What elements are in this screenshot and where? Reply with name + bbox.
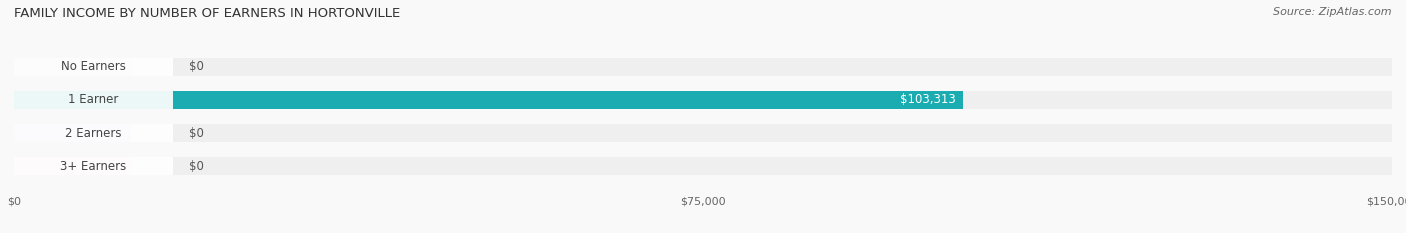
Bar xyxy=(14,58,1392,76)
Bar xyxy=(14,91,1392,109)
Text: 1 Earner: 1 Earner xyxy=(67,93,118,106)
Bar xyxy=(14,58,173,76)
Bar xyxy=(14,58,131,76)
Bar xyxy=(14,157,131,175)
Bar xyxy=(14,91,173,109)
Text: Source: ZipAtlas.com: Source: ZipAtlas.com xyxy=(1274,7,1392,17)
Bar xyxy=(14,157,173,175)
Text: No Earners: No Earners xyxy=(60,60,125,73)
Bar xyxy=(14,124,131,142)
Text: 2 Earners: 2 Earners xyxy=(65,127,121,140)
Text: $0: $0 xyxy=(188,160,204,173)
Text: 3+ Earners: 3+ Earners xyxy=(60,160,127,173)
Bar xyxy=(14,124,173,142)
Text: $103,313: $103,313 xyxy=(900,93,956,106)
Text: $0: $0 xyxy=(188,60,204,73)
Text: FAMILY INCOME BY NUMBER OF EARNERS IN HORTONVILLE: FAMILY INCOME BY NUMBER OF EARNERS IN HO… xyxy=(14,7,401,20)
Bar xyxy=(14,124,1392,142)
Bar xyxy=(14,157,1392,175)
Text: $0: $0 xyxy=(188,127,204,140)
Bar xyxy=(14,91,963,109)
